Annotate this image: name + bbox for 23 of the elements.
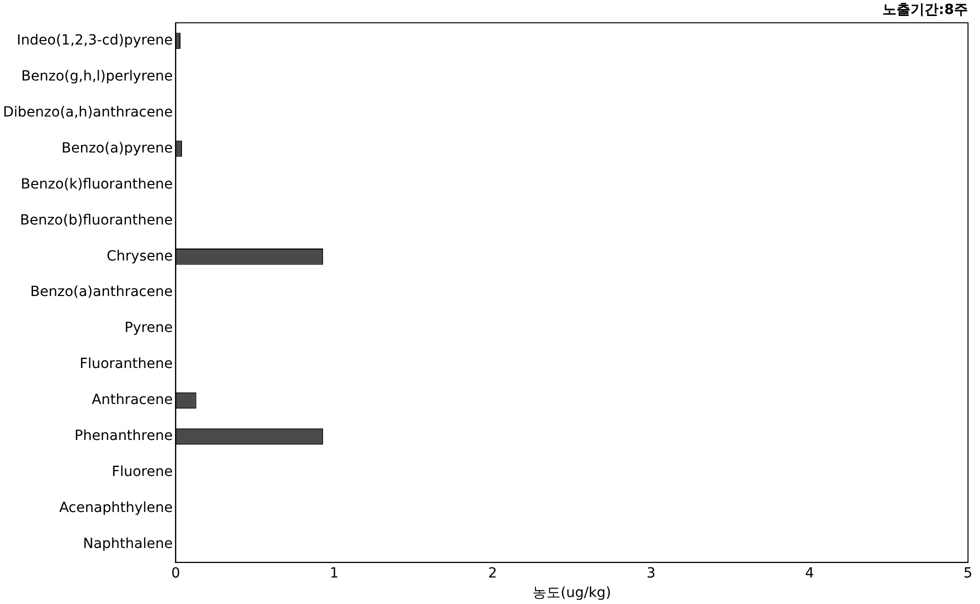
y-tick-label: Pyrene (124, 320, 173, 336)
y-tick-label: Dibenzo(a,h)anthracene (2, 104, 173, 120)
y-tick-label: Acenaphthylene (59, 500, 173, 516)
x-tick-label: 2 (488, 565, 498, 582)
x-tick-label: 0 (171, 565, 180, 582)
y-tick-label: Phenanthrene (74, 428, 173, 444)
y-tick-label: Benzo(a)pyrene (61, 140, 173, 156)
y-tick-label: Fluoranthene (80, 356, 173, 372)
x-axis-title: 농도(ug/kg) (532, 585, 612, 602)
x-tick-label: 1 (330, 565, 339, 582)
x-tick-label: 5 (964, 565, 972, 582)
chart-title: 노출기간:8주 (882, 2, 968, 18)
x-tick-label: 4 (805, 565, 814, 582)
y-tick-label: Indeo(1,2,3-cd)pyrene (16, 32, 173, 48)
y-tick-label: Anthracene (92, 392, 173, 408)
y-tick-label: Fluorene (112, 464, 173, 480)
x-tick-label: 3 (646, 565, 656, 582)
y-tick-label: Benzo(g,h,l)perlyrene (21, 68, 173, 84)
y-tick-label: Naphthalene (82, 536, 173, 552)
y-tick-label: Benzo(k)fluoranthene (20, 176, 173, 192)
y-tick-label: Chrysene (106, 248, 173, 264)
y-tick-label: Benzo(a)anthracene (30, 284, 173, 300)
y-tick-label: Benzo(b)fluoranthene (20, 212, 173, 228)
